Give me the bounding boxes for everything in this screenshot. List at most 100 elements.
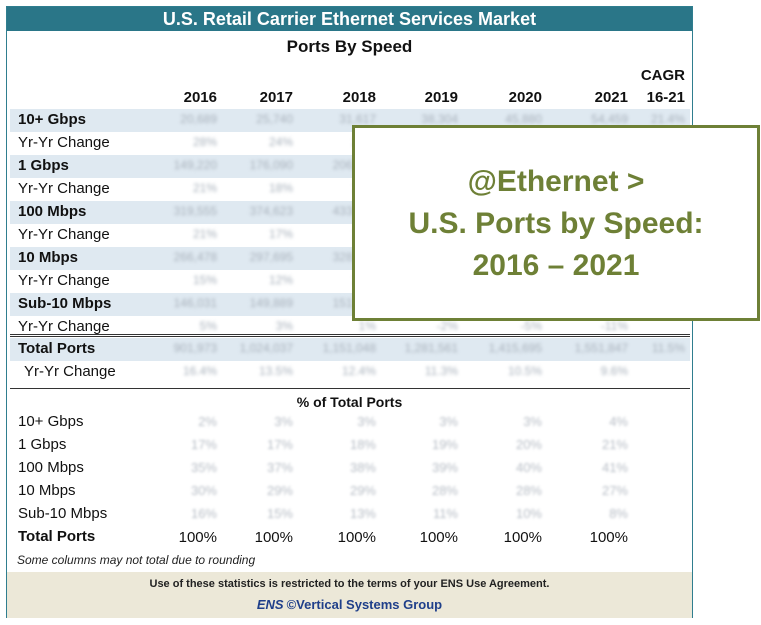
- value-cell: 40%: [515, 460, 542, 475]
- yoy-change-row: Yr-Yr Change 5% 3% 1% -2% -5% -11%: [10, 316, 690, 339]
- value-cell: 297,695: [249, 250, 293, 264]
- value-cell: 30%: [190, 483, 217, 498]
- value-cell: 21%: [192, 227, 217, 241]
- year-header: 2020: [508, 89, 542, 106]
- value-cell: 28%: [431, 483, 458, 498]
- value-cell: 1,415,695: [488, 341, 542, 355]
- value-cell: 21%: [192, 181, 217, 195]
- year-header: 2019: [424, 89, 458, 106]
- value-cell: 13.5%: [258, 364, 293, 378]
- value-cell: 3%: [274, 414, 293, 429]
- value-cell: 176,090: [249, 158, 293, 172]
- callout-line-3: 2016 – 2021: [472, 249, 640, 282]
- year-header: 2021: [594, 89, 628, 106]
- total-yoy-row: Yr-Yr Change 16.4% 13.5% 12.4% 11.3% 10.5% 9.6…: [10, 361, 690, 384]
- row-label: Yr-Yr Change: [24, 363, 116, 380]
- year-header: 2017: [259, 89, 293, 106]
- row-label: Total Ports: [18, 528, 96, 545]
- section-separator: [10, 388, 690, 389]
- value-cell: 21%: [601, 437, 628, 452]
- value-cell: 11.3%: [424, 364, 458, 378]
- rounding-note: Some columns may not total due to roundi…: [17, 553, 256, 567]
- value-cell: 29%: [266, 483, 293, 498]
- row-label: 1 Gbps: [18, 436, 67, 453]
- pct-row: 1 Gbps 17% 17% 18% 19% 20% 21%: [10, 434, 690, 457]
- value-cell: 38%: [349, 460, 376, 475]
- pct-section-title: % of Total Ports: [296, 394, 403, 410]
- row-label: 10 Mbps: [18, 482, 76, 499]
- value-cell: 25,740: [256, 112, 293, 126]
- row-label: Yr-Yr Change: [18, 226, 110, 243]
- value-cell: 35%: [190, 460, 217, 475]
- value-cell: 3%: [357, 414, 376, 429]
- value-cell: 19%: [431, 437, 458, 452]
- row-label: Total Ports: [18, 340, 96, 357]
- report-title: U.S. Retail Carrier Ethernet Services Ma…: [7, 7, 692, 31]
- value-cell: 4%: [609, 414, 628, 429]
- value-cell: 18%: [349, 437, 376, 452]
- value-cell: 100%: [419, 529, 458, 546]
- value-cell: -11%: [600, 319, 628, 333]
- value-cell: 20,689: [180, 112, 217, 126]
- row-label: Yr-Yr Change: [18, 180, 110, 197]
- value-cell: 100%: [178, 529, 217, 546]
- value-cell: 3%: [523, 414, 542, 429]
- value-cell: 29%: [349, 483, 376, 498]
- value-cell: 24%: [268, 135, 293, 149]
- value-cell: 5%: [199, 319, 217, 333]
- value-cell: 21.4%: [650, 112, 685, 126]
- usage-terms: Use of these statistics is restricted to…: [149, 578, 550, 590]
- value-cell: 9.6%: [600, 364, 628, 378]
- value-cell: 27%: [601, 483, 628, 498]
- row-label: 10+ Gbps: [18, 413, 84, 430]
- callout-box: @Ethernet > U.S. Ports by Speed: 2016 – …: [352, 125, 760, 321]
- value-cell: 45,880: [505, 112, 542, 126]
- pct-total-row: Total Ports 100% 100% 100% 100% 100% 100%: [10, 526, 690, 549]
- pct-row: 10 Mbps 30% 29% 29% 28% 28% 27%: [10, 480, 690, 503]
- value-cell: 28%: [515, 483, 542, 498]
- row-label: 100 Mbps: [18, 459, 84, 476]
- value-cell: 374,623: [249, 204, 293, 218]
- value-cell: 100%: [589, 529, 628, 546]
- row-label: Yr-Yr Change: [18, 134, 110, 151]
- value-cell: 100%: [337, 529, 376, 546]
- brand-line: ENS ©Vertical Systems Group: [7, 597, 692, 612]
- value-cell: 54,459: [591, 112, 628, 126]
- value-cell: 41%: [601, 460, 628, 475]
- value-cell: 149,220: [173, 158, 217, 172]
- value-cell: 16.4%: [182, 364, 217, 378]
- value-cell: 8%: [609, 506, 628, 521]
- value-cell: 3%: [439, 414, 458, 429]
- value-cell: 3%: [275, 319, 293, 333]
- value-cell: 10.5%: [507, 364, 542, 378]
- footer: Use of these statistics is restricted to…: [7, 572, 692, 618]
- row-label: 10+ Gbps: [18, 111, 86, 128]
- value-cell: 12.4%: [341, 364, 376, 378]
- value-cell: 1,151,048: [322, 341, 376, 355]
- value-cell: 319,555: [173, 204, 217, 218]
- value-cell: 1%: [358, 319, 376, 333]
- value-cell: 100%: [254, 529, 293, 546]
- value-cell: 901,973: [173, 341, 217, 355]
- value-cell: 38,304: [421, 112, 458, 126]
- value-cell: 100%: [503, 529, 542, 546]
- row-label: 10 Mbps: [18, 249, 79, 266]
- value-cell: 17%: [190, 437, 217, 452]
- value-cell: 16%: [190, 506, 217, 521]
- row-label: 100 Mbps: [18, 203, 87, 220]
- value-cell: 20%: [515, 437, 542, 452]
- value-cell: 15%: [266, 506, 293, 521]
- cagr-header-line2: 16-21: [646, 89, 685, 106]
- row-label: Sub-10 Mbps: [18, 295, 112, 312]
- value-cell: -2%: [436, 319, 458, 333]
- row-label: Yr-Yr Change: [18, 272, 110, 289]
- callout-line-2: U.S. Ports by Speed:: [408, 207, 704, 240]
- value-cell: 11.5%: [651, 341, 685, 355]
- year-header: 2016: [183, 89, 217, 106]
- ens-logo: ENS: [256, 597, 284, 612]
- value-cell: 31,617: [339, 112, 376, 126]
- value-cell: 10%: [515, 506, 542, 521]
- year-header: 2018: [342, 89, 376, 106]
- value-cell: -5%: [520, 319, 542, 333]
- value-cell: 37%: [266, 460, 293, 475]
